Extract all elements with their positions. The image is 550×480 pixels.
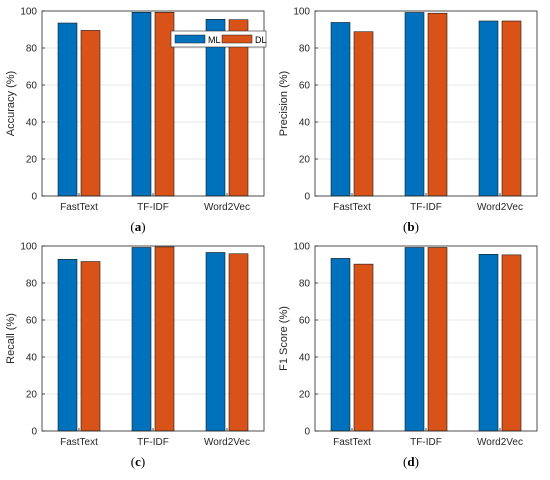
y-tick-label: 60 [299, 316, 311, 327]
bar-dl-word2vec [501, 254, 522, 432]
y-tick-label: 100 [20, 242, 37, 253]
y-tick-label: 40 [299, 353, 311, 364]
x-tick-label: Word2Vec [477, 202, 523, 213]
bar-ml-word2vec [478, 254, 499, 432]
panel-caption-a: (a) [130, 219, 146, 234]
y-tick-label: 60 [26, 316, 38, 327]
x-tick-label: FastText [60, 437, 98, 448]
x-tick-label: Word2Vec [204, 202, 250, 213]
bar-ml-tf-idf [131, 11, 152, 197]
bar-ml-fasttext [330, 258, 351, 432]
legend-label-ml: ML [208, 35, 221, 45]
x-tick-label: TF-IDF [410, 437, 442, 448]
y-axis-label: Precision (%) [278, 71, 290, 136]
panel-c: 0 20 40 60 80 100 FastText TF-IDF Word2Vec Recall… [5, 242, 265, 448]
x-tick-label: TF-IDF [410, 202, 442, 213]
y-tick-label: 40 [26, 353, 38, 364]
bar-dl-fasttext [353, 31, 374, 197]
bar-dl-tf-idf [427, 247, 448, 432]
bar-ml-tf-idf [404, 12, 425, 197]
bar-dl-word2vec [228, 253, 249, 432]
y-axis-label: Recall (%) [5, 313, 17, 364]
panel-d: 0 20 40 60 80 100 FastText TF-IDF Word2Vec F1 Sco… [278, 242, 538, 448]
x-tick-label: Word2Vec [477, 437, 523, 448]
legend-label-dl: DL [255, 35, 267, 45]
bar-ml-fasttext [57, 22, 78, 197]
y-tick-label: 0 [304, 427, 310, 438]
y-axis-label: F1 Score (%) [278, 306, 290, 371]
y-tick-label: 0 [31, 427, 37, 438]
y-tick-label: 100 [20, 7, 37, 18]
y-tick-label: 100 [293, 242, 310, 253]
panel-caption-letter-d: d [407, 454, 415, 469]
y-tick-label: 100 [293, 7, 310, 18]
bar-ml-word2vec [205, 252, 226, 432]
axes-frame [41, 245, 265, 432]
bar-ml-word2vec [478, 20, 499, 197]
x-tick-label: TF-IDF [137, 202, 169, 213]
y-tick-label: 80 [26, 44, 38, 55]
plot-area [42, 246, 264, 431]
bar-dl-tf-idf [154, 246, 175, 432]
bar-dl-word2vec [501, 20, 522, 197]
y-tick-label: 20 [26, 390, 38, 401]
legend: ML DL [170, 30, 267, 48]
x-tick-label: Word2Vec [204, 437, 250, 448]
axes-frame [41, 10, 265, 197]
y-tick-label: 0 [31, 192, 37, 203]
panel-caption-c: (c) [130, 454, 146, 469]
bar-dl-fasttext [80, 261, 101, 432]
y-tick-label: 40 [26, 118, 38, 129]
y-tick-label: 20 [26, 155, 38, 166]
bar-dl-fasttext [353, 263, 374, 432]
legend-swatch-dl [221, 34, 253, 44]
y-tick-label: 80 [299, 44, 311, 55]
plot-area [315, 246, 537, 431]
x-tick-label: TF-IDF [137, 437, 169, 448]
bar-ml-fasttext [330, 22, 351, 197]
bar-ml-tf-idf [131, 247, 152, 432]
y-tick-label: 60 [26, 81, 38, 92]
bar-dl-tf-idf [427, 12, 448, 197]
y-tick-label: 60 [299, 81, 311, 92]
x-tick-label: FastText [333, 202, 371, 213]
bar-ml-fasttext [57, 259, 78, 432]
panel-caption-letter-c: c [135, 454, 141, 469]
bar-dl-fasttext [80, 30, 101, 197]
panel-caption-d: (d) [403, 454, 419, 469]
y-tick-label: 40 [299, 118, 311, 129]
panel-caption-letter-b: b [407, 219, 415, 234]
y-axis-label: Accuracy (%) [5, 71, 17, 136]
plot-area [315, 11, 537, 196]
y-tick-label: 80 [26, 279, 38, 290]
axes-frame [314, 245, 538, 432]
legend-swatch-ml [174, 34, 206, 44]
bar-ml-tf-idf [404, 247, 425, 432]
panel-a: 0 20 40 60 80 100 FastText TF-IDF Word2Vec Accura… [5, 7, 267, 214]
panel-caption-b: (b) [403, 219, 419, 234]
axes-frame [314, 10, 538, 197]
x-tick-label: FastText [60, 202, 98, 213]
x-tick-label: FastText [333, 437, 371, 448]
y-tick-label: 80 [299, 279, 311, 290]
panel-caption-letter-a: a [134, 219, 142, 234]
y-tick-label: 0 [304, 192, 310, 203]
y-tick-label: 20 [299, 155, 311, 166]
panel-b: 0 20 40 60 80 100 FastText TF-IDF Word2Vec Precis… [278, 7, 538, 213]
y-tick-label: 20 [299, 390, 311, 401]
